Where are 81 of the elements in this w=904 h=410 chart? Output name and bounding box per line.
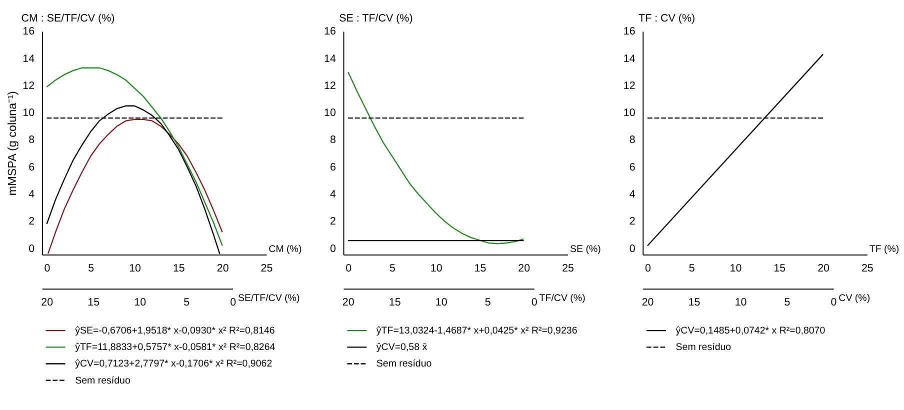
x2-tick-label: 20 [41, 296, 54, 309]
x2-axis-title: TF/CV (%) [539, 292, 586, 304]
x-tick-label: 10 [730, 262, 742, 275]
y-tick-label: 0 [28, 242, 35, 255]
y-tick-label: 0 [330, 242, 336, 255]
y-tick-label: 16 [324, 26, 336, 38]
x2-tick-label: 10 [734, 296, 747, 309]
x2-tick-label: 15 [88, 296, 100, 309]
x-axis-title: CM (%) [268, 244, 302, 256]
x-tick-label: 15 [172, 262, 185, 275]
chart-title: SE : TF/CV (%) [339, 12, 413, 24]
legend-label: ŷTF=13,0324-1,4687* x+0,0425* x² R²=0,9236 [376, 326, 578, 337]
y-tick-label: 4 [629, 188, 636, 201]
y-tick-label: 14 [324, 52, 336, 65]
x2-tick-label: 0 [531, 296, 538, 309]
x-tick-label: 15 [474, 262, 486, 275]
y-tick-label: 10 [623, 107, 636, 120]
y-tick-label: 8 [629, 134, 636, 146]
legend-label: ŷCV=0,58 x̄ [376, 342, 428, 354]
legend-label: ŷSE=-0,6706+1,9518* x-0,0930* x² R²=0,8146 [75, 326, 275, 337]
legend-label: ŷCV=0,7123+2,7797* x-0,1706* x² R²=0,9062 [75, 358, 272, 370]
y-tick-label: 6 [28, 161, 35, 174]
y-tick-label: 2 [28, 216, 35, 228]
y-tick-label: 0 [629, 242, 636, 255]
x-tick-label: 5 [88, 262, 94, 275]
line-series [348, 71, 524, 244]
x-tick-label: 10 [129, 262, 142, 275]
x2-tick-label: 0 [230, 296, 236, 309]
chart-title: CM : SE/TF/CV (%) [21, 12, 115, 24]
y-tick-label: 2 [629, 216, 636, 228]
y-tick-label: 10 [324, 107, 336, 120]
x-tick-label: 15 [774, 262, 786, 275]
line-series [46, 67, 223, 246]
y-tick-label: 12 [22, 80, 35, 92]
y-tick-label: 16 [22, 26, 35, 38]
x2-axis-title: SE/TF/CV (%) [238, 292, 300, 304]
y-tick-label: 12 [324, 80, 336, 92]
x-tick-label: 25 [562, 262, 574, 275]
y-tick-label: 6 [330, 161, 336, 174]
x-tick-label: 0 [44, 262, 50, 275]
x2-tick-label: 20 [642, 296, 654, 309]
y-tick-label: 4 [28, 188, 35, 201]
x2-tick-label: 15 [388, 296, 401, 309]
y-tick-label: 8 [28, 134, 35, 146]
x2-tick-label: 0 [830, 296, 837, 309]
x-axis-title: TF (%) [869, 244, 900, 256]
x2-tick-label: 5 [184, 296, 190, 309]
y-tick-label: 10 [22, 107, 35, 120]
x2-tick-label: 15 [688, 296, 700, 309]
y-tick-label: 14 [623, 52, 636, 65]
x-tick-label: 20 [216, 262, 229, 275]
legend-label: Sem resíduo [75, 375, 131, 386]
legend-label: ŷTF=11,8833+0,5757* x-0,0581* x² R²=0,8264 [75, 342, 276, 354]
x-tick-label: 20 [818, 262, 830, 275]
x-tick-label: 20 [518, 262, 530, 275]
y-tick-label: 16 [623, 26, 636, 38]
y-tick-label: 8 [330, 134, 336, 146]
y-tick-label: 4 [330, 188, 336, 201]
x-axis-title: SE (%) [570, 244, 601, 256]
legend-label: Sem resíduo [376, 358, 432, 370]
x-tick-label: 10 [430, 262, 442, 275]
x-tick-label: 5 [389, 262, 396, 275]
x2-tick-label: 10 [435, 296, 448, 309]
y-axis-title: mMSPA (g coluna⁻¹) [6, 91, 19, 196]
y-tick-label: 14 [22, 52, 35, 65]
y-tick-label: 6 [629, 161, 636, 174]
x2-tick-label: 10 [134, 296, 146, 309]
x2-tick-label: 20 [342, 296, 354, 309]
x2-axis-title: CV (%) [838, 292, 870, 304]
x2-tick-label: 5 [484, 296, 491, 309]
x-tick-label: 25 [861, 262, 874, 275]
y-tick-label: 2 [330, 216, 336, 228]
y-tick-label: 12 [623, 80, 636, 92]
chart-title: TF : CV (%) [638, 12, 696, 24]
x-tick-label: 5 [688, 262, 695, 275]
x-tick-label: 25 [260, 262, 273, 275]
legend-label: ŷCV=0,1485+0,0742* x R²=0,8070 [676, 326, 826, 337]
legend-label: Sem resíduo [676, 342, 732, 354]
x-tick-label: 0 [346, 262, 352, 275]
x2-tick-label: 5 [784, 296, 790, 309]
x-tick-label: 0 [644, 262, 651, 275]
